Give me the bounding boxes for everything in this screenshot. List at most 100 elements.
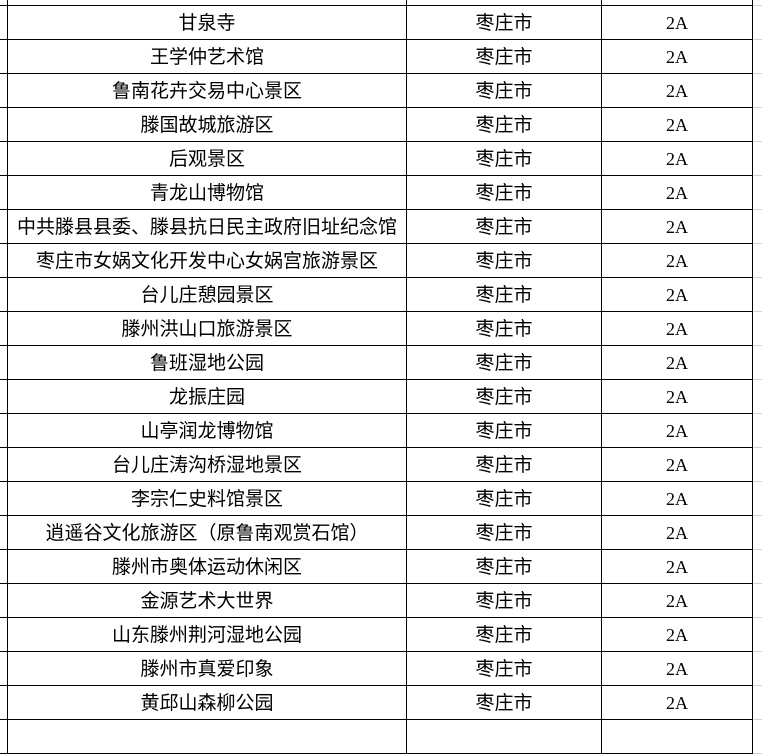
cell-scenic-spot-name[interactable]: 滕州洪山口旅游景区 bbox=[8, 312, 407, 346]
cell-city[interactable]: 枣庄市 bbox=[407, 618, 602, 652]
cell-blank-right[interactable] bbox=[753, 652, 762, 686]
cell-blank-left[interactable] bbox=[0, 652, 8, 686]
cell-blank-right[interactable] bbox=[753, 550, 762, 584]
cell-scenic-spot-name[interactable]: 龙振庄园 bbox=[8, 380, 407, 414]
cell-blank-left[interactable] bbox=[0, 380, 8, 414]
cell-blank-right[interactable] bbox=[753, 414, 762, 448]
cell-grade[interactable]: 2A bbox=[602, 414, 753, 448]
cell-scenic-spot-name[interactable]: 逍遥谷文化旅游区（原鲁南观赏石馆） bbox=[8, 516, 407, 550]
cell-scenic-spot-name[interactable]: 黄邱山森柳公园 bbox=[8, 686, 407, 720]
cell-city[interactable]: 枣庄市 bbox=[407, 40, 602, 74]
cell-scenic-spot-name[interactable]: 青龙山博物馆 bbox=[8, 176, 407, 210]
cell-grade[interactable]: 2A bbox=[602, 448, 753, 482]
cell-grade[interactable]: 2A bbox=[602, 380, 753, 414]
cell-blank-right[interactable] bbox=[753, 618, 762, 652]
cell-scenic-spot-name[interactable]: 鲁班湿地公园 bbox=[8, 346, 407, 380]
cell-blank-right[interactable] bbox=[753, 244, 762, 278]
cell-blank-right[interactable] bbox=[753, 312, 762, 346]
cell-blank-right[interactable] bbox=[753, 346, 762, 380]
cell-city[interactable]: 枣庄市 bbox=[407, 482, 602, 516]
cell-city[interactable]: 枣庄市 bbox=[407, 584, 602, 618]
cell-blank-right[interactable] bbox=[753, 380, 762, 414]
cell-blank-right[interactable] bbox=[753, 176, 762, 210]
cell-grade[interactable]: 2A bbox=[602, 244, 753, 278]
cell-grade[interactable]: 2A bbox=[602, 584, 753, 618]
cell-grade[interactable]: 2A bbox=[602, 346, 753, 380]
cell-grade[interactable]: 2A bbox=[602, 550, 753, 584]
cell-city[interactable]: 枣庄市 bbox=[407, 6, 602, 40]
cell-grade[interactable]: 2A bbox=[602, 652, 753, 686]
cell-city[interactable]: 枣庄市 bbox=[407, 244, 602, 278]
cell-city[interactable]: 枣庄市 bbox=[407, 652, 602, 686]
cell-grade[interactable]: 2A bbox=[602, 482, 753, 516]
cell-blank-right[interactable] bbox=[753, 40, 762, 74]
cell-scenic-spot-name[interactable]: 台儿庄涛沟桥湿地景区 bbox=[8, 448, 407, 482]
cell-blank-left[interactable] bbox=[0, 176, 8, 210]
cell-city[interactable] bbox=[407, 720, 602, 754]
cell-blank-left[interactable] bbox=[0, 550, 8, 584]
cell-scenic-spot-name[interactable]: 李宗仁史料馆景区 bbox=[8, 482, 407, 516]
cell-scenic-spot-name[interactable]: 鲁南花卉交易中心景区 bbox=[8, 74, 407, 108]
cell-city[interactable]: 枣庄市 bbox=[407, 346, 602, 380]
cell-city[interactable]: 枣庄市 bbox=[407, 380, 602, 414]
cell-scenic-spot-name[interactable]: 王学仲艺术馆 bbox=[8, 40, 407, 74]
cell-blank-right[interactable] bbox=[753, 74, 762, 108]
cell-blank-left[interactable] bbox=[0, 448, 8, 482]
cell-scenic-spot-name[interactable]: 中共滕县县委、滕县抗日民主政府旧址纪念馆 bbox=[8, 210, 407, 244]
cell-city[interactable]: 枣庄市 bbox=[407, 414, 602, 448]
cell-blank-left[interactable] bbox=[0, 210, 8, 244]
cell-city[interactable]: 枣庄市 bbox=[407, 74, 602, 108]
cell-scenic-spot-name[interactable] bbox=[8, 720, 407, 754]
cell-blank-left[interactable] bbox=[0, 686, 8, 720]
cell-blank-right[interactable] bbox=[753, 720, 762, 754]
cell-blank-left[interactable] bbox=[0, 278, 8, 312]
cell-blank-left[interactable] bbox=[0, 108, 8, 142]
cell-blank-right[interactable] bbox=[753, 6, 762, 40]
cell-blank-left[interactable] bbox=[0, 40, 8, 74]
cell-grade[interactable]: 2A bbox=[602, 686, 753, 720]
cell-blank-left[interactable] bbox=[0, 244, 8, 278]
cell-scenic-spot-name[interactable]: 滕州市奥体运动休闲区 bbox=[8, 550, 407, 584]
cell-blank-right[interactable] bbox=[753, 448, 762, 482]
cell-blank-left[interactable] bbox=[0, 584, 8, 618]
cell-blank-right[interactable] bbox=[753, 584, 762, 618]
cell-scenic-spot-name[interactable]: 枣庄市女娲文化开发中心女娲宫旅游景区 bbox=[8, 244, 407, 278]
cell-grade[interactable]: 2A bbox=[602, 176, 753, 210]
cell-city[interactable]: 枣庄市 bbox=[407, 278, 602, 312]
cell-grade[interactable]: 2A bbox=[602, 40, 753, 74]
cell-scenic-spot-name[interactable]: 滕州市真爱印象 bbox=[8, 652, 407, 686]
cell-city[interactable]: 枣庄市 bbox=[407, 210, 602, 244]
cell-blank-left[interactable] bbox=[0, 312, 8, 346]
cell-blank-right[interactable] bbox=[753, 278, 762, 312]
cell-blank-left[interactable] bbox=[0, 720, 8, 754]
cell-city[interactable]: 枣庄市 bbox=[407, 516, 602, 550]
cell-blank-right[interactable] bbox=[753, 482, 762, 516]
cell-grade[interactable]: 2A bbox=[602, 210, 753, 244]
cell-blank-left[interactable] bbox=[0, 74, 8, 108]
cell-grade[interactable]: 2A bbox=[602, 516, 753, 550]
cell-grade[interactable] bbox=[602, 720, 753, 754]
cell-city[interactable]: 枣庄市 bbox=[407, 312, 602, 346]
cell-scenic-spot-name[interactable]: 滕国故城旅游区 bbox=[8, 108, 407, 142]
cell-blank-right[interactable] bbox=[753, 686, 762, 720]
cell-blank-left[interactable] bbox=[0, 6, 8, 40]
cell-grade[interactable]: 2A bbox=[602, 74, 753, 108]
cell-scenic-spot-name[interactable]: 甘泉寺 bbox=[8, 6, 407, 40]
cell-city[interactable]: 枣庄市 bbox=[407, 142, 602, 176]
cell-blank-left[interactable] bbox=[0, 414, 8, 448]
cell-blank-right[interactable] bbox=[753, 210, 762, 244]
cell-scenic-spot-name[interactable]: 后观景区 bbox=[8, 142, 407, 176]
cell-grade[interactable]: 2A bbox=[602, 142, 753, 176]
cell-grade[interactable]: 2A bbox=[602, 6, 753, 40]
cell-city[interactable]: 枣庄市 bbox=[407, 550, 602, 584]
cell-blank-right[interactable] bbox=[753, 142, 762, 176]
cell-scenic-spot-name[interactable]: 台儿庄憩园景区 bbox=[8, 278, 407, 312]
cell-blank-left[interactable] bbox=[0, 142, 8, 176]
cell-grade[interactable]: 2A bbox=[602, 312, 753, 346]
cell-blank-right[interactable] bbox=[753, 108, 762, 142]
cell-city[interactable]: 枣庄市 bbox=[407, 448, 602, 482]
cell-grade[interactable]: 2A bbox=[602, 618, 753, 652]
cell-grade[interactable]: 2A bbox=[602, 108, 753, 142]
cell-blank-left[interactable] bbox=[0, 516, 8, 550]
cell-scenic-spot-name[interactable]: 山东滕州荆河湿地公园 bbox=[8, 618, 407, 652]
